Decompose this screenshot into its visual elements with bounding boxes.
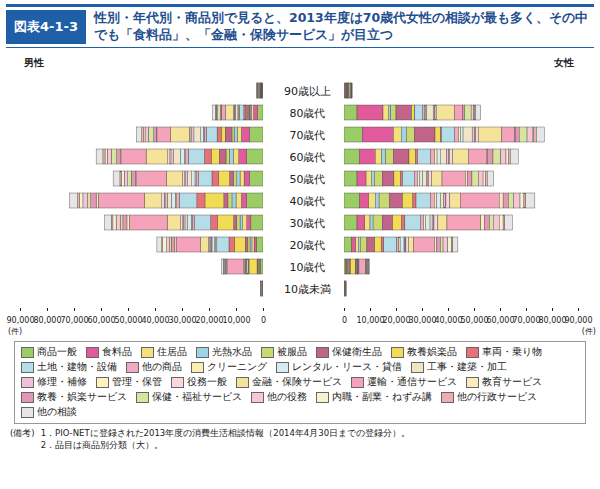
- html-text:2．品目は商品別分類（大）。: 2．品目は商品別分類（大）。: [40, 439, 164, 450]
- html-text:男性: 男性: [24, 57, 44, 68]
- svg-text:10歳未満: 10歳未満: [284, 283, 331, 296]
- svg-text:40,000: 40,000: [142, 316, 170, 325]
- html-text:他の行政サービス: 他の行政サービス: [457, 391, 537, 402]
- html-text:1．PIO-NETに登録された2013年度の消費生活相談情報: 1．PIO-NETに登録された2013年度の消費生活相談情報（2014年4月30…: [40, 428, 411, 438]
- html-text:管理・保管: 管理・保管: [112, 376, 162, 387]
- svg-text:90,000: 90,000: [7, 316, 35, 325]
- svg-text:80,000: 80,000: [539, 316, 567, 325]
- html-text:(備考): (備考): [10, 428, 35, 438]
- html-text:図表4-1-3: 図表4-1-3: [14, 19, 78, 34]
- svg-text:80歳代: 80歳代: [290, 107, 326, 120]
- html-text:食料品: 食料品: [102, 346, 132, 357]
- html-text:クリーニング: クリーニング: [207, 361, 267, 372]
- svg-text:50歳代: 50歳代: [290, 173, 326, 186]
- svg-text:60歳代: 60歳代: [290, 151, 326, 164]
- html-text:(件): (件): [8, 327, 23, 336]
- svg-text:20歳代: 20歳代: [290, 239, 326, 252]
- html-text:被服品: 被服品: [277, 346, 307, 357]
- html-text:性別・年代別・商品別で見ると、2013年度は70歳代女性の相: 性別・年代別・商品別で見ると、2013年度は70歳代女性の相談が最も多く、その中…: [93, 10, 589, 42]
- svg-text:90,000: 90,000: [565, 316, 593, 325]
- html-text:住居品: 住居品: [157, 346, 187, 357]
- svg-text:30歳代: 30歳代: [290, 217, 326, 230]
- svg-text:80,000: 80,000: [34, 316, 62, 325]
- html-text:運輸・通信サービス: 運輸・通信サービス: [367, 376, 457, 387]
- svg-text:40歳代: 40歳代: [290, 195, 326, 208]
- html-text:土地・建物・設備: 土地・建物・設備: [37, 361, 117, 372]
- html-text:工事・建築・加工: 工事・建築・加工: [427, 361, 507, 372]
- svg-text:70,000: 70,000: [513, 316, 541, 325]
- svg-text:50,000: 50,000: [461, 316, 489, 325]
- html-text:内職・副業・ねずみ講: 内職・副業・ねずみ講: [332, 391, 432, 402]
- svg-text:50,000: 50,000: [115, 316, 143, 325]
- svg-text:70歳代: 70歳代: [290, 129, 326, 142]
- html-text:商品一般: 商品一般: [37, 346, 77, 357]
- svg-text:90歳以上: 90歳以上: [284, 85, 331, 98]
- svg-text:10,000: 10,000: [357, 316, 385, 325]
- html-text:教育サービス: 教育サービス: [482, 376, 542, 387]
- html-text:他の相談: 他の相談: [37, 406, 77, 417]
- html-text:光熱水品: 光熱水品: [212, 346, 252, 357]
- svg-text:70,000: 70,000: [61, 316, 89, 325]
- svg-text:20,000: 20,000: [196, 316, 224, 325]
- html-text:役務一般: 役務一般: [187, 376, 227, 387]
- html-text:(件): (件): [581, 327, 596, 336]
- svg-text:0: 0: [261, 316, 266, 325]
- svg-text:30,000: 30,000: [409, 316, 437, 325]
- svg-text:10,000: 10,000: [223, 316, 251, 325]
- html-text:教養娯楽品: 教養娯楽品: [407, 346, 457, 357]
- html-text:修理・補修: 修理・補修: [37, 376, 87, 387]
- html-text:女性: 女性: [554, 57, 574, 68]
- html-text:金融・保険サービス: 金融・保険サービス: [252, 376, 342, 387]
- svg-text:60,000: 60,000: [88, 316, 116, 325]
- svg-text:30,000: 30,000: [169, 316, 197, 325]
- html-text:他の商品: 他の商品: [142, 361, 182, 372]
- html-text:車両・乗り物: 車両・乗り物: [482, 346, 542, 357]
- svg-text:60,000: 60,000: [487, 316, 515, 325]
- svg-text:20,000: 20,000: [383, 316, 411, 325]
- svg-text:40,000: 40,000: [435, 316, 463, 325]
- svg-text:0: 0: [342, 316, 347, 325]
- html-text:保健衛生品: 保健衛生品: [332, 346, 382, 357]
- svg-text:10歳代: 10歳代: [290, 261, 326, 274]
- html-text:他の役務: 他の役務: [267, 391, 307, 402]
- html-text:レンタル・リース・貸借: レンタル・リース・貸借: [292, 361, 402, 372]
- html-text:保健・福祉サービス: 保健・福祉サービス: [152, 391, 242, 402]
- html-text:教養・娯楽サービス: 教養・娯楽サービス: [37, 391, 127, 402]
